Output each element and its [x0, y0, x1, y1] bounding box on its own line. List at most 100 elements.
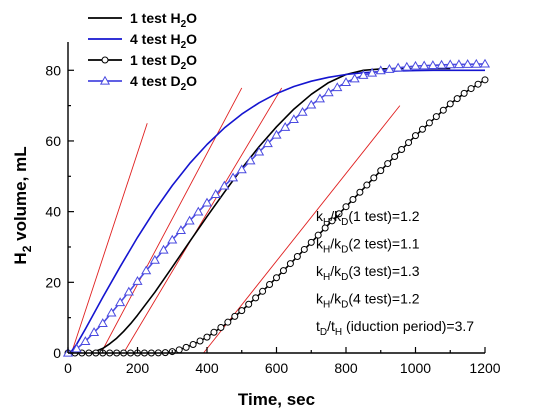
fit-line-1: [71, 123, 148, 354]
data-point: [182, 343, 190, 351]
series-line-3: [68, 79, 486, 354]
data-point: [288, 114, 299, 124]
legend-item-2: 4 test H2O: [88, 31, 197, 51]
fit-lines: [71, 87, 401, 354]
data-point: [479, 58, 491, 68]
data-point: [418, 125, 426, 133]
data-point: [141, 265, 152, 275]
data-point: [332, 82, 343, 92]
series-line-1: [68, 67, 451, 354]
data-point: [363, 181, 371, 189]
y-tick-label: 80: [45, 62, 61, 78]
fit-line-3: [123, 87, 283, 354]
data-point: [245, 155, 256, 165]
annotation-1: kH/kD(1 test)=1.2: [316, 208, 420, 228]
y-tick-label: 20: [45, 274, 61, 290]
data-point: [203, 333, 211, 341]
data-point: [149, 254, 160, 264]
series-3: [64, 76, 489, 357]
data-point: [259, 287, 267, 295]
data-point: [367, 67, 378, 77]
data-point: [446, 100, 454, 108]
y-tick-label: 0: [53, 345, 61, 361]
annotation-5: tD/tH (iduction period)=3.7: [316, 318, 474, 338]
data-point: [410, 60, 421, 70]
data-point: [323, 87, 334, 97]
data-point: [279, 267, 287, 275]
x-tick-label: 0: [64, 360, 72, 376]
data-point: [280, 121, 291, 131]
data-point: [80, 336, 91, 345]
data-point: [115, 297, 126, 307]
data-point: [210, 328, 218, 336]
y-tick-label: 40: [45, 204, 61, 220]
data-point: [273, 274, 280, 282]
data-point: [439, 106, 447, 114]
data-point: [300, 245, 308, 253]
data-point: [175, 346, 183, 354]
series-1: [68, 67, 451, 354]
data-point: [158, 244, 169, 254]
data-point: [314, 93, 325, 103]
data-point: [167, 234, 178, 244]
data-point: [425, 119, 433, 127]
data-point: [238, 307, 246, 315]
data-point: [236, 164, 247, 174]
data-point: [335, 210, 343, 218]
annotation-4: kH/kD(4 test)=1.2: [316, 291, 420, 311]
data-point: [314, 231, 322, 239]
data-point: [106, 307, 117, 317]
data-point: [132, 276, 143, 285]
data-point: [436, 59, 447, 69]
x-axis-title: Time, sec: [238, 390, 315, 409]
data-point: [391, 153, 399, 161]
data-point: [377, 167, 385, 175]
annotation-3: kH/kD(3 test)=1.3: [316, 263, 420, 283]
data-point: [342, 203, 350, 211]
legend-label: 1 test H2O: [130, 10, 197, 30]
legend-item-4: 4 test D2O: [88, 73, 197, 93]
data-point: [271, 129, 282, 139]
data-point: [97, 318, 108, 327]
data-point: [453, 59, 464, 69]
data-point: [306, 99, 317, 109]
data-point: [419, 60, 430, 70]
data-point: [349, 73, 360, 83]
series-line-4: [67, 63, 486, 354]
data-point: [340, 77, 352, 86]
data-point: [189, 341, 197, 349]
axes: 0 200 400 600 800 1000 1200 0 20 40 60 80 Time, sec H…: [11, 42, 501, 409]
fit-line-4: [203, 105, 401, 354]
legend-item-3: 1 test D2O: [88, 52, 197, 72]
x-tick-label: 1000: [400, 360, 431, 376]
data-point: [196, 337, 204, 345]
data-point: [356, 188, 364, 196]
legend-item-1: 1 test H2O: [88, 10, 197, 30]
data-point: [453, 95, 461, 103]
legend-label: 1 test D2O: [130, 52, 197, 72]
data-point: [398, 146, 406, 154]
fit-line-2: [100, 87, 243, 354]
data-point: [321, 224, 329, 232]
data-point: [393, 62, 404, 72]
data-point: [184, 215, 195, 225]
data-point: [384, 64, 395, 73]
data-point: [401, 61, 412, 71]
legend-label: 4 test D2O: [130, 73, 197, 93]
data-point: [254, 146, 265, 156]
data-point: [405, 139, 413, 147]
data-point: [217, 323, 225, 331]
data-point: [349, 195, 357, 203]
data-point: [432, 113, 440, 121]
data-point: [375, 65, 386, 75]
data-point: [328, 217, 336, 225]
y-tick-label: 60: [45, 133, 61, 149]
data-point: [231, 312, 239, 320]
data-point: [474, 80, 482, 88]
data-point: [297, 106, 308, 116]
data-point: [175, 225, 186, 235]
series-2: [67, 69, 485, 354]
data-point: [219, 180, 230, 190]
annotation-2: kH/kD(2 test)=1.1: [316, 236, 420, 256]
